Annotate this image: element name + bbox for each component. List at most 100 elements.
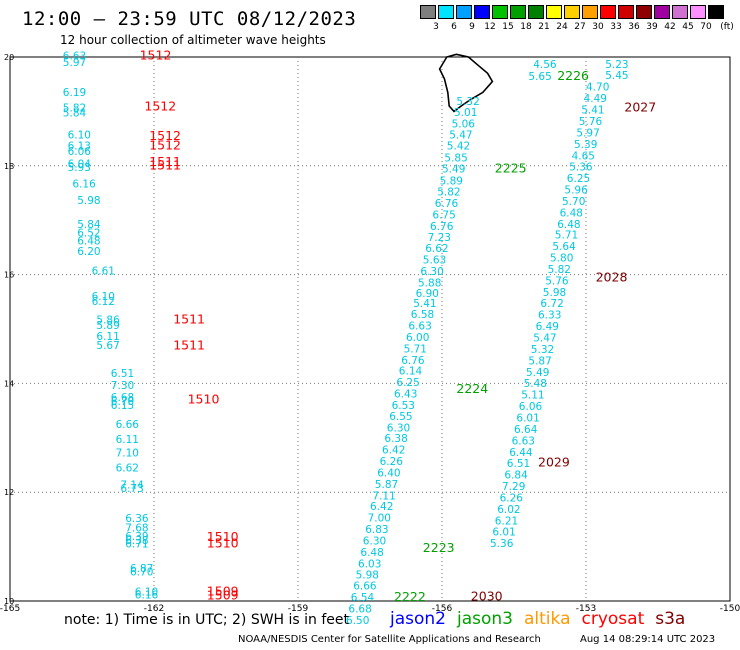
swh-value-label: 6.30	[420, 266, 443, 278]
swh-value-label: 6.42	[370, 501, 393, 513]
swh-value-label: 5.11	[521, 390, 544, 402]
swh-value-label: 5.82	[548, 264, 571, 276]
swh-value-label: 5.39	[574, 139, 597, 151]
cycle-number-label: 1512	[140, 48, 172, 63]
swh-value-label: 5.82	[63, 102, 86, 114]
swh-value-label: 6.01	[516, 412, 539, 424]
swh-value-label: 5.87	[528, 355, 551, 367]
swh-value-label: 5.01	[454, 107, 477, 119]
legend-label: 42	[664, 22, 676, 32]
swh-value-label: 5.98	[543, 287, 566, 299]
swh-value-label: 5.47	[449, 130, 472, 142]
swh-value-label: 5.71	[404, 343, 427, 355]
swh-value-label: 7.14	[120, 479, 144, 491]
swh-value-label: 5.36	[490, 538, 514, 550]
swh-value-label: 6.11	[96, 331, 119, 343]
swh-value-label: 7.30	[111, 380, 134, 392]
swh-value-label: 6.58	[411, 309, 434, 321]
cycle-number-label: 1510	[207, 536, 239, 551]
swh-value-label: 6.76	[401, 355, 425, 367]
lon-tick-label: -162	[144, 604, 164, 614]
swh-value-label: 6.54	[351, 592, 375, 604]
swh-value-label: 6.62	[425, 243, 448, 255]
swh-value-label: 6.76	[430, 221, 454, 233]
swh-value-label: 6.70	[111, 396, 134, 408]
swh-value-label: 4.70	[586, 82, 609, 94]
swh-value-label: 6.14	[399, 366, 423, 378]
legend-label: 45	[682, 22, 694, 32]
legend-label: 9	[469, 22, 475, 32]
legend-label: 15	[502, 22, 514, 32]
swh-value-label: 5.71	[555, 230, 578, 242]
legend-swatch	[600, 5, 616, 19]
cycle-number-label: 2222	[394, 589, 426, 604]
credit-text: NOAA/NESDIS Center for Satellite Applica…	[238, 634, 541, 645]
swh-value-label: 6.61	[92, 266, 115, 278]
swh-value-label: 6.55	[389, 411, 412, 423]
cycle-number-label: 1509	[207, 587, 239, 602]
legend-label: 39	[646, 22, 658, 32]
swh-value-label: 5.48	[524, 378, 547, 390]
swh-value-label: 6.02	[497, 504, 520, 516]
swh-value-label: 6.26	[500, 492, 524, 504]
swh-value-label: 5.85	[444, 152, 467, 164]
cycle-number-label: 2226	[557, 68, 589, 83]
swh-value-label: 6.10	[92, 291, 115, 303]
lon-tick-label: -159	[288, 604, 309, 614]
cycle-number-label: 2028	[596, 270, 628, 285]
swh-value-label: 5.36	[569, 162, 593, 174]
swh-value-label: 5.82	[437, 187, 460, 199]
cycle-number-label: 1511	[173, 312, 205, 327]
swh-value-label: 6.25	[567, 173, 590, 185]
generated-timestamp: Aug 14 08:29:14 UTC 2023	[580, 634, 716, 645]
swh-value-label: 4.56	[533, 59, 557, 71]
legend-swatch	[456, 5, 472, 19]
lat-tick-label: 10	[4, 597, 14, 606]
swh-value-label: 5.98	[356, 570, 379, 582]
swh-value-label: 5.65	[528, 71, 551, 83]
swh-value-label: 6.87	[130, 563, 153, 575]
legend-label: 27	[574, 22, 586, 32]
legend-label: 33	[610, 22, 622, 32]
swh-value-label: 6.64	[514, 424, 538, 436]
swh-value-label: 6.62	[116, 463, 139, 475]
swh-value-label: 6.04	[68, 158, 92, 170]
swh-value-label: 6.10	[135, 587, 158, 599]
swh-value-label: 6.68	[348, 603, 371, 615]
swh-value-label: 6.48	[360, 547, 383, 559]
swh-value-label: 6.63	[512, 435, 535, 447]
legend-label: 24	[556, 22, 568, 32]
map-title: 12:00 – 23:59 UTC 08/12/2023	[22, 8, 357, 30]
swh-value-label: 6.48	[560, 207, 583, 219]
swh-value-label: 6.38	[384, 433, 407, 445]
lat-tick-label: 20	[4, 53, 14, 62]
lat-tick-label: 12	[4, 488, 14, 497]
swh-value-label: 6.13	[68, 140, 91, 152]
legend-label: 3	[433, 22, 439, 32]
swh-value-label: 4.49	[584, 93, 607, 105]
swh-value-label: 5.45	[605, 70, 628, 82]
swh-value-label: 5.63	[423, 255, 446, 267]
footer-note: note: 1) Time is in UTC; 2) SWH is in fe…	[64, 612, 350, 628]
swh-value-label: 4.65	[572, 150, 595, 162]
legend-unit: (ft)	[720, 22, 734, 32]
swh-value-label: 5.32	[531, 344, 554, 356]
cycle-number-label: 1511	[149, 154, 181, 169]
swh-value-label: 6.21	[495, 515, 518, 527]
swh-value-label: 6.25	[396, 377, 419, 389]
satellite-legend: jason2 jason3 altika cryosat s3a	[390, 609, 696, 629]
swh-value-label: 6.70	[130, 566, 153, 578]
cycle-number-label: 2225	[495, 160, 527, 175]
legend-swatch	[636, 5, 652, 19]
swh-value-label: 6.48	[77, 236, 100, 248]
swh-value-label: 6.33	[538, 310, 561, 322]
swh-value-label: 6.00	[406, 332, 429, 344]
swh-value-label: 6.43	[394, 389, 417, 401]
swh-value-label: 5.23	[605, 59, 628, 71]
swh-value-label: 6.63	[408, 321, 431, 333]
cycle-number-label: 2027	[624, 99, 656, 114]
swh-value-label: 6.03	[358, 558, 381, 570]
swh-value-label: 6.10	[68, 130, 91, 142]
map-subtitle: 12 hour collection of altimeter wave hei…	[60, 33, 326, 47]
